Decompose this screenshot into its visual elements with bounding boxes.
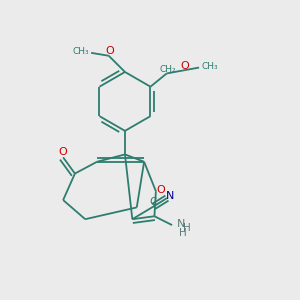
Text: CH₂: CH₂ xyxy=(160,65,176,74)
Text: O: O xyxy=(58,147,67,158)
Text: C: C xyxy=(150,197,157,207)
Text: N: N xyxy=(177,219,185,229)
Text: H: H xyxy=(179,228,187,238)
Text: O: O xyxy=(180,61,189,71)
Text: O: O xyxy=(157,185,166,195)
Text: O: O xyxy=(106,46,114,56)
Text: H: H xyxy=(183,223,191,233)
Text: CH₃: CH₃ xyxy=(72,47,89,56)
Text: CH₃: CH₃ xyxy=(202,61,219,70)
Text: N: N xyxy=(166,190,175,201)
